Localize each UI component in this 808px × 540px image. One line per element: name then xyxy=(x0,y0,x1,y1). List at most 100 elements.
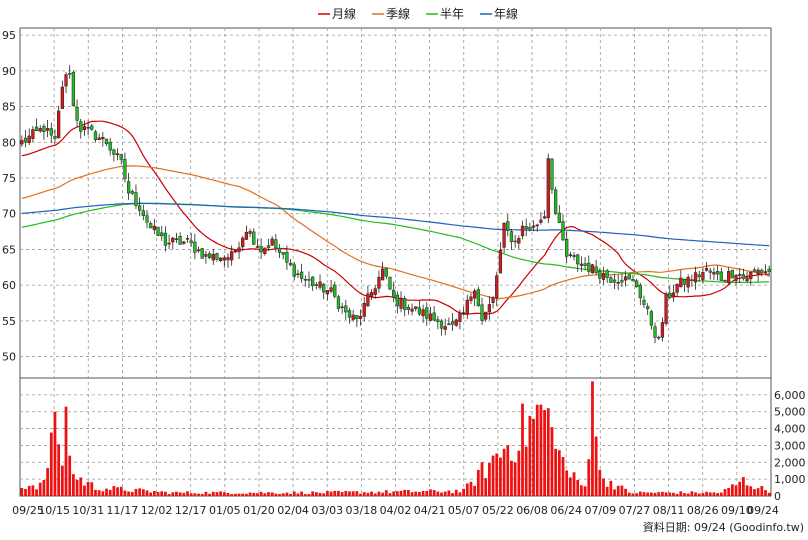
volume-bar xyxy=(377,491,381,496)
candle xyxy=(653,322,657,344)
candle xyxy=(598,268,602,284)
candle xyxy=(93,129,98,143)
candle xyxy=(174,232,179,244)
volume-bar xyxy=(502,448,506,496)
candle-body xyxy=(406,306,411,310)
candle-body xyxy=(358,315,363,319)
candle-body xyxy=(93,131,98,140)
candle-body xyxy=(366,293,370,307)
candle xyxy=(738,268,742,283)
candle-body xyxy=(712,271,716,275)
volume-bar xyxy=(351,491,355,496)
volume-bar xyxy=(381,492,384,496)
volume-bar xyxy=(333,490,337,496)
candle-body xyxy=(403,298,407,310)
volume-bar xyxy=(71,474,75,496)
volume-bar xyxy=(473,485,477,496)
candle xyxy=(141,204,145,221)
candle-body xyxy=(531,225,536,228)
date-tick-label: 06/24 xyxy=(550,504,582,517)
candle-body xyxy=(679,277,683,288)
candle-body xyxy=(71,71,76,106)
candle-body xyxy=(233,249,237,253)
candle-body xyxy=(79,121,83,132)
volume-bar xyxy=(392,491,396,496)
candle xyxy=(355,315,359,327)
volume-bar xyxy=(219,491,223,496)
volume-bar xyxy=(521,403,524,496)
candle xyxy=(388,276,392,291)
candle xyxy=(524,218,528,237)
volume-bar xyxy=(38,482,42,496)
volume-bar xyxy=(296,493,300,496)
candle xyxy=(299,263,304,283)
volume-bar xyxy=(222,492,226,496)
candle-body xyxy=(649,311,653,326)
volume-bar xyxy=(119,486,123,496)
date-tick-label: 05/07 xyxy=(448,504,480,517)
volume-bar xyxy=(24,488,27,496)
candle xyxy=(108,137,112,156)
volume-bar xyxy=(300,491,304,496)
date-tick-label: 02/04 xyxy=(277,504,309,517)
candle-body xyxy=(517,238,521,244)
candle xyxy=(436,316,440,330)
volume-bar xyxy=(414,491,418,496)
candle-body xyxy=(425,307,429,319)
candle-body xyxy=(587,262,591,272)
candle-body xyxy=(550,158,554,190)
volume-bar xyxy=(705,491,708,496)
candle xyxy=(576,253,580,272)
candle xyxy=(207,251,212,260)
candle-body xyxy=(270,238,274,246)
candle-body xyxy=(34,126,39,131)
candle-body xyxy=(583,263,587,266)
candle xyxy=(734,274,738,286)
candle-body xyxy=(414,306,418,309)
volume-tick-label: 2,000 xyxy=(774,456,806,469)
date-tick-label: 04/21 xyxy=(414,504,446,517)
candle xyxy=(767,265,771,277)
candle-body xyxy=(572,255,576,257)
candle xyxy=(520,220,525,240)
candle-body xyxy=(281,252,285,255)
candle xyxy=(288,259,293,267)
candle-body xyxy=(715,270,720,275)
candle-body xyxy=(454,319,458,326)
candle xyxy=(182,240,186,245)
volume-bar xyxy=(123,490,127,496)
candle-body xyxy=(417,307,422,315)
candle-body xyxy=(255,246,260,248)
volume-bar xyxy=(631,493,635,496)
candle xyxy=(623,270,628,287)
candle-body xyxy=(690,279,694,281)
volume-bar xyxy=(727,487,731,496)
volume-bar xyxy=(524,446,528,496)
volume-bar xyxy=(167,494,171,496)
candle-body xyxy=(211,254,215,261)
candle-body xyxy=(336,296,341,309)
volume-bar xyxy=(373,493,377,496)
grid-lines xyxy=(20,28,771,496)
volume-bar xyxy=(649,492,653,496)
candle-body xyxy=(42,125,46,132)
candle xyxy=(373,285,377,299)
candle-body xyxy=(174,238,179,240)
candle xyxy=(473,288,477,307)
candle xyxy=(568,251,572,258)
candle-body xyxy=(450,321,455,325)
candle-body xyxy=(160,232,164,237)
candle xyxy=(384,268,388,280)
candle xyxy=(465,294,469,320)
volume-bar xyxy=(738,481,742,496)
candle xyxy=(115,148,120,161)
volume-bar xyxy=(355,491,359,496)
volume-bar xyxy=(638,491,642,496)
volume-bar xyxy=(561,457,565,496)
candle-body xyxy=(97,137,101,140)
candle-body xyxy=(657,336,661,339)
candle xyxy=(557,205,561,224)
candle xyxy=(112,148,116,162)
candle-body xyxy=(45,128,50,131)
date-tick-label: 10/15 xyxy=(38,504,70,517)
